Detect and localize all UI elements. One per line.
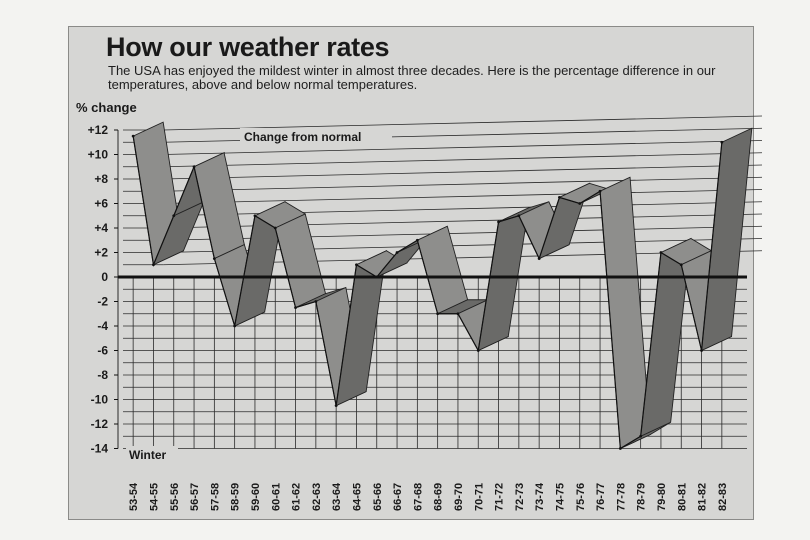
x-tick-label: 67-68 [412,483,424,511]
x-tick-label: 53-54 [128,482,140,511]
y-tick-label: +10 [88,148,109,162]
gridline-h-back [163,201,763,217]
data-point [700,349,703,352]
gridline-h-back [163,140,763,155]
annotation-bg [240,128,392,144]
y-tick-label: +2 [94,246,108,260]
data-point [334,404,338,408]
y-tick-label: -12 [91,417,109,431]
data-point [720,140,724,144]
x-tick-label: 59-60 [250,483,262,511]
data-point [537,257,541,261]
chart-title: How our weather rates [106,32,390,62]
x-tick-label: 78-79 [636,483,648,511]
x-tick-label: 73-74 [534,482,546,511]
data-point [598,189,602,193]
gridline-h-back [163,164,763,180]
chart-subtitle: The USA has enjoyed the mildest winter i… [108,63,716,92]
y-tick-label: -8 [97,368,108,382]
ribbon-segment [599,176,651,450]
x-tick-label: 82-83 [717,483,729,511]
y-tick-label: -4 [97,319,108,333]
data-point [679,263,683,267]
data-point [395,251,399,254]
x-tick-label: 58-59 [230,483,242,511]
x-tick-label: 66-67 [392,483,404,511]
data-point [578,202,582,205]
data-point [131,134,135,138]
data-point [456,312,460,316]
data-point [273,226,277,230]
data-point [152,263,155,267]
x-tick-label: 79-80 [656,483,668,511]
y-tick-label: +6 [94,197,108,211]
data-point [639,434,643,438]
data-point [355,263,358,267]
data-point [192,165,196,169]
y-tick-label: -10 [91,393,109,407]
data-point [415,238,419,242]
y-tick-label: -6 [97,344,108,358]
x-tick-label: 72-73 [514,483,526,511]
x-tick-label: 68-69 [433,483,445,511]
y-tick-label: +12 [88,123,109,137]
x-tick-label: 75-76 [575,483,587,511]
x-tick-label: 77-78 [615,483,627,511]
x-axis-label: Winter [129,448,167,462]
x-tick-label: 71-72 [494,483,506,511]
data-point [497,220,500,224]
x-tick-label: 70-71 [473,483,485,511]
data-point [212,257,216,261]
x-tick-label: 60-61 [270,483,282,511]
x-tick-label: 69-70 [453,483,465,511]
y-tick-label: -2 [97,295,108,309]
x-tick-label: 56-57 [189,483,201,511]
y-axis-label: % change [76,100,137,115]
x-tick-label: 54-55 [148,483,160,511]
ribbon-segment [477,207,530,352]
data-point [314,300,318,303]
x-tick-label: 62-63 [311,483,323,511]
x-tick-label: 55-56 [169,483,181,511]
x-tick-label: 81-82 [697,483,709,511]
x-tick-label: 65-66 [372,483,384,511]
y-tick-label: +4 [94,221,108,235]
x-tick-label: 64-65 [351,483,363,511]
x-tick-label: 57-58 [209,483,221,511]
data-point [172,214,176,218]
y-tick-label: +8 [94,172,108,186]
data-point [233,324,237,328]
gridline-h-back [163,189,763,204]
data-point [517,214,521,218]
y-tick-label: 0 [101,270,108,284]
data-point [436,312,440,316]
ribbon-segment [416,225,469,315]
x-tick-label: 76-77 [595,483,607,511]
x-tick-label: 74-75 [554,483,566,511]
data-point [294,306,297,310]
data-point [618,447,622,450]
x-tick-label: 61-62 [291,483,303,511]
gridline-h-back [163,152,763,168]
x-axis-label-bg [126,446,178,462]
x-tick-label: 63-64 [331,482,343,511]
series-annotation: Change from normal [244,130,361,144]
x-tick-label: 80-81 [676,483,688,511]
gridline-h-back [163,115,763,131]
data-point [558,195,561,199]
data-point [253,214,257,218]
gridline-h-back [163,176,763,192]
data-point [476,349,480,352]
data-point [659,251,663,254]
y-tick-label: -14 [91,442,109,456]
